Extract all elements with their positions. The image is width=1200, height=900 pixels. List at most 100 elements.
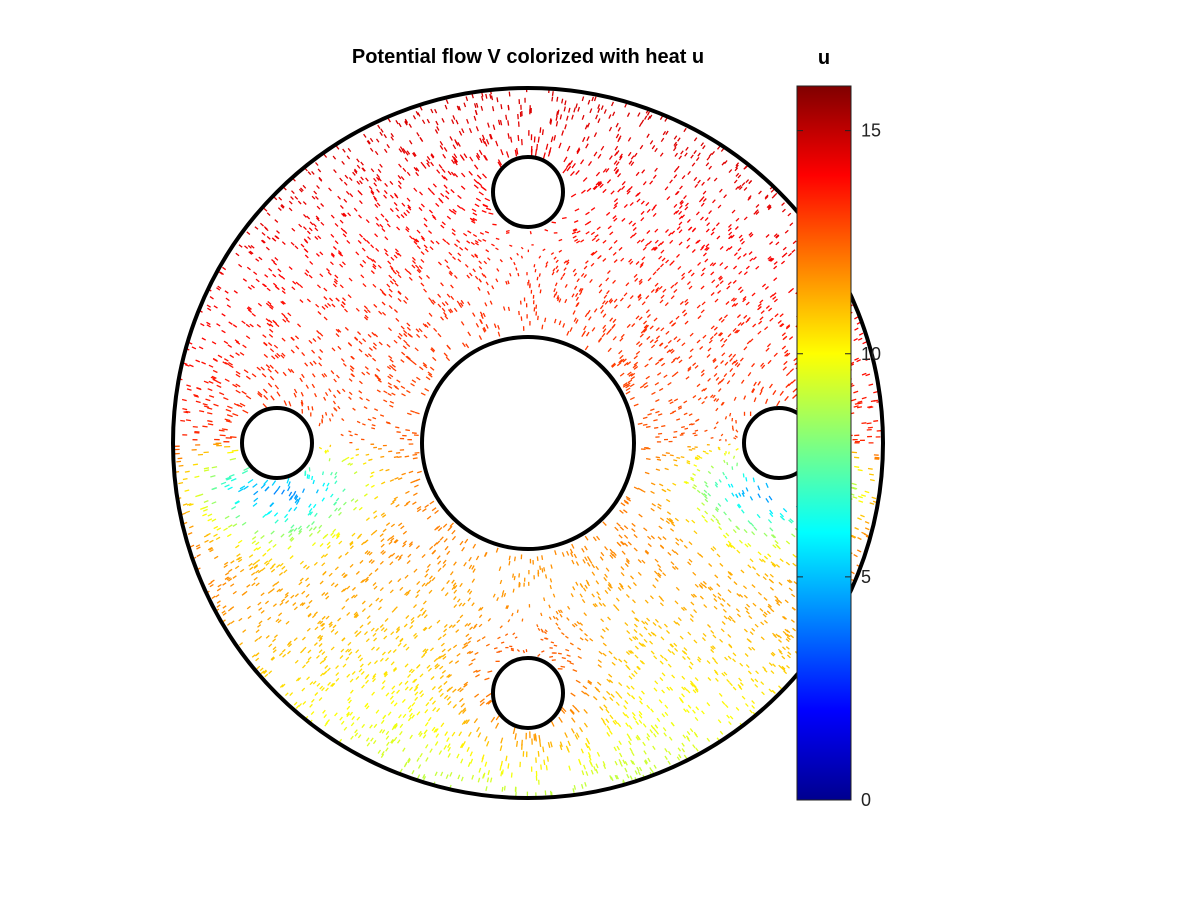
flow-arrow <box>743 346 748 351</box>
flow-arrow <box>623 203 628 209</box>
flow-arrow <box>359 559 364 564</box>
flow-arrow <box>789 222 794 227</box>
flow-arrow <box>366 615 371 620</box>
flow-arrow <box>389 561 394 566</box>
flow-arrow <box>564 100 567 106</box>
flow-arrow <box>746 603 751 608</box>
flow-arrow <box>639 333 644 338</box>
flow-arrow <box>341 388 346 393</box>
flow-arrow <box>679 635 684 640</box>
flow-arrow <box>500 149 504 156</box>
flow-arrow <box>638 710 643 716</box>
flow-arrow <box>497 636 501 640</box>
flow-arrow <box>655 327 660 332</box>
flow-arrow <box>339 219 344 224</box>
flow-arrow <box>263 560 269 565</box>
flow-arrow <box>436 619 441 624</box>
flow-arrow <box>468 170 473 176</box>
flow-arrow <box>358 214 362 219</box>
flow-arrow <box>570 552 574 558</box>
flow-arrow <box>752 323 757 328</box>
flow-arrow <box>614 151 618 157</box>
flow-arrow <box>337 617 342 622</box>
flow-arrow <box>372 342 377 347</box>
flow-arrow <box>488 212 494 215</box>
flow-arrow <box>597 108 601 113</box>
flow-arrow <box>289 555 294 560</box>
flow-arrow <box>182 503 188 506</box>
flow-arrow <box>753 210 758 215</box>
flow-arrow <box>424 248 429 253</box>
flow-arrow <box>398 122 402 128</box>
flow-arrow <box>311 475 314 481</box>
flow-arrow <box>467 331 472 337</box>
flow-arrow <box>462 602 466 607</box>
flow-arrow <box>325 720 329 725</box>
flow-arrow <box>271 657 276 661</box>
flow-arrow <box>572 669 578 672</box>
flow-arrow <box>768 688 773 693</box>
flow-arrow <box>637 422 643 425</box>
flow-arrow <box>443 147 448 152</box>
flow-arrow <box>553 288 556 293</box>
flow-arrow <box>665 259 670 264</box>
flow-arrow <box>281 275 286 280</box>
flow-arrow <box>580 189 586 194</box>
flow-arrow <box>281 290 286 294</box>
flow-arrow <box>583 612 587 617</box>
flow-arrow <box>388 385 393 389</box>
flow-arrow <box>492 124 496 130</box>
flow-arrow <box>335 333 340 338</box>
flow-arrow <box>648 356 653 361</box>
flow-arrow <box>685 376 690 380</box>
flow-arrow <box>706 156 711 161</box>
flow-arrow <box>393 736 398 742</box>
flow-arrow <box>268 670 273 675</box>
flow-arrow <box>595 763 599 769</box>
flow-arrow <box>272 319 277 324</box>
flow-arrow <box>451 529 456 535</box>
flow-arrow <box>753 526 758 531</box>
flow-arrow <box>673 642 678 647</box>
flow-arrow <box>643 384 649 389</box>
flow-arrow <box>439 536 444 541</box>
flow-arrow <box>664 755 668 760</box>
flow-arrow <box>792 562 797 567</box>
flow-arrow <box>692 394 697 399</box>
flow-arrow <box>584 312 589 318</box>
flow-arrow <box>328 187 332 192</box>
flow-arrow <box>674 143 678 148</box>
flow-arrow <box>431 214 436 219</box>
flow-arrow <box>372 673 377 678</box>
flow-arrow <box>618 155 623 161</box>
flow-arrow <box>300 399 304 405</box>
flow-arrow <box>700 246 704 251</box>
flow-arrow <box>683 686 688 691</box>
flow-arrow <box>345 648 350 653</box>
flow-arrow <box>389 404 394 408</box>
flow-arrow <box>234 339 240 343</box>
flow-arrow <box>395 635 400 640</box>
flow-arrow <box>559 741 563 748</box>
flow-arrow <box>325 595 330 600</box>
flow-arrow <box>340 358 345 363</box>
flow-arrow <box>213 305 218 309</box>
flow-arrow <box>640 217 645 222</box>
flow-arrow <box>302 646 307 651</box>
flow-arrow <box>681 686 685 691</box>
flow-arrow <box>412 678 417 684</box>
flow-arrow <box>764 286 769 290</box>
flow-arrow <box>732 529 737 534</box>
flow-arrow <box>870 399 876 403</box>
flow-arrow <box>618 534 623 539</box>
flow-arrow <box>681 742 685 747</box>
flow-arrow <box>555 265 559 270</box>
flow-arrow <box>470 218 476 222</box>
flow-arrow <box>607 225 612 230</box>
flow-arrow <box>359 200 363 205</box>
flow-arrow <box>207 407 213 410</box>
flow-arrow <box>286 642 291 646</box>
flow-arrow <box>381 481 386 485</box>
flow-arrow <box>577 655 582 659</box>
flow-arrow <box>232 590 237 595</box>
